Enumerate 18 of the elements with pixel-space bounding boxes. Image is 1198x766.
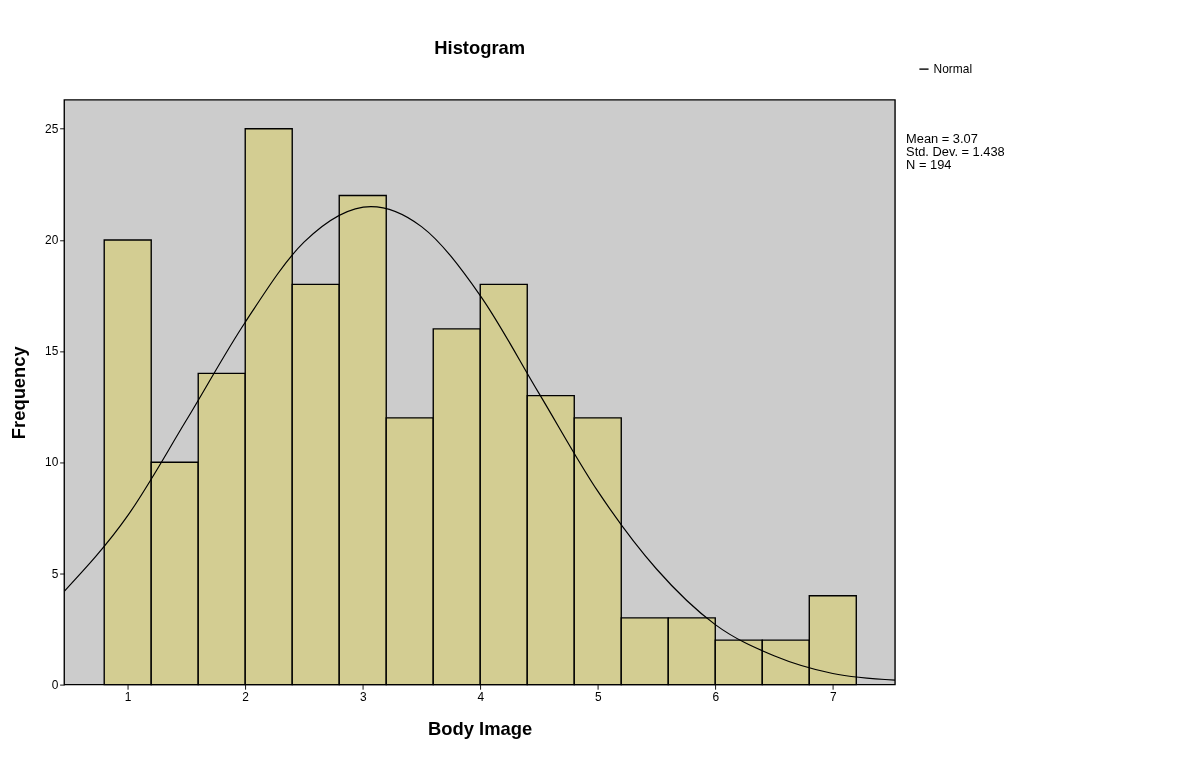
y-tick-label: 20 [45,233,59,248]
y-axis-title: Frequency [7,345,29,440]
y-tick-label: 0 [51,677,59,692]
y-tick-label: 5 [51,566,59,581]
x-tick-label: 2 [242,689,250,704]
legend-label: Normal [933,61,973,76]
x-tick-label: 7 [829,689,837,704]
y-tick-label: 10 [45,455,59,470]
x-tick-label: 6 [712,689,720,704]
chart-title: Histogram [434,36,526,58]
x-tick-label: 3 [359,689,367,704]
y-tick-label: 25 [45,121,59,136]
x-tick-label: 1 [124,689,132,704]
x-tick-label: 4 [477,689,485,704]
x-tick-label: 5 [594,689,602,704]
y-tick-label: 15 [45,344,59,359]
x-axis-title: Body Image [428,717,533,739]
text: N = 194 [906,156,952,172]
